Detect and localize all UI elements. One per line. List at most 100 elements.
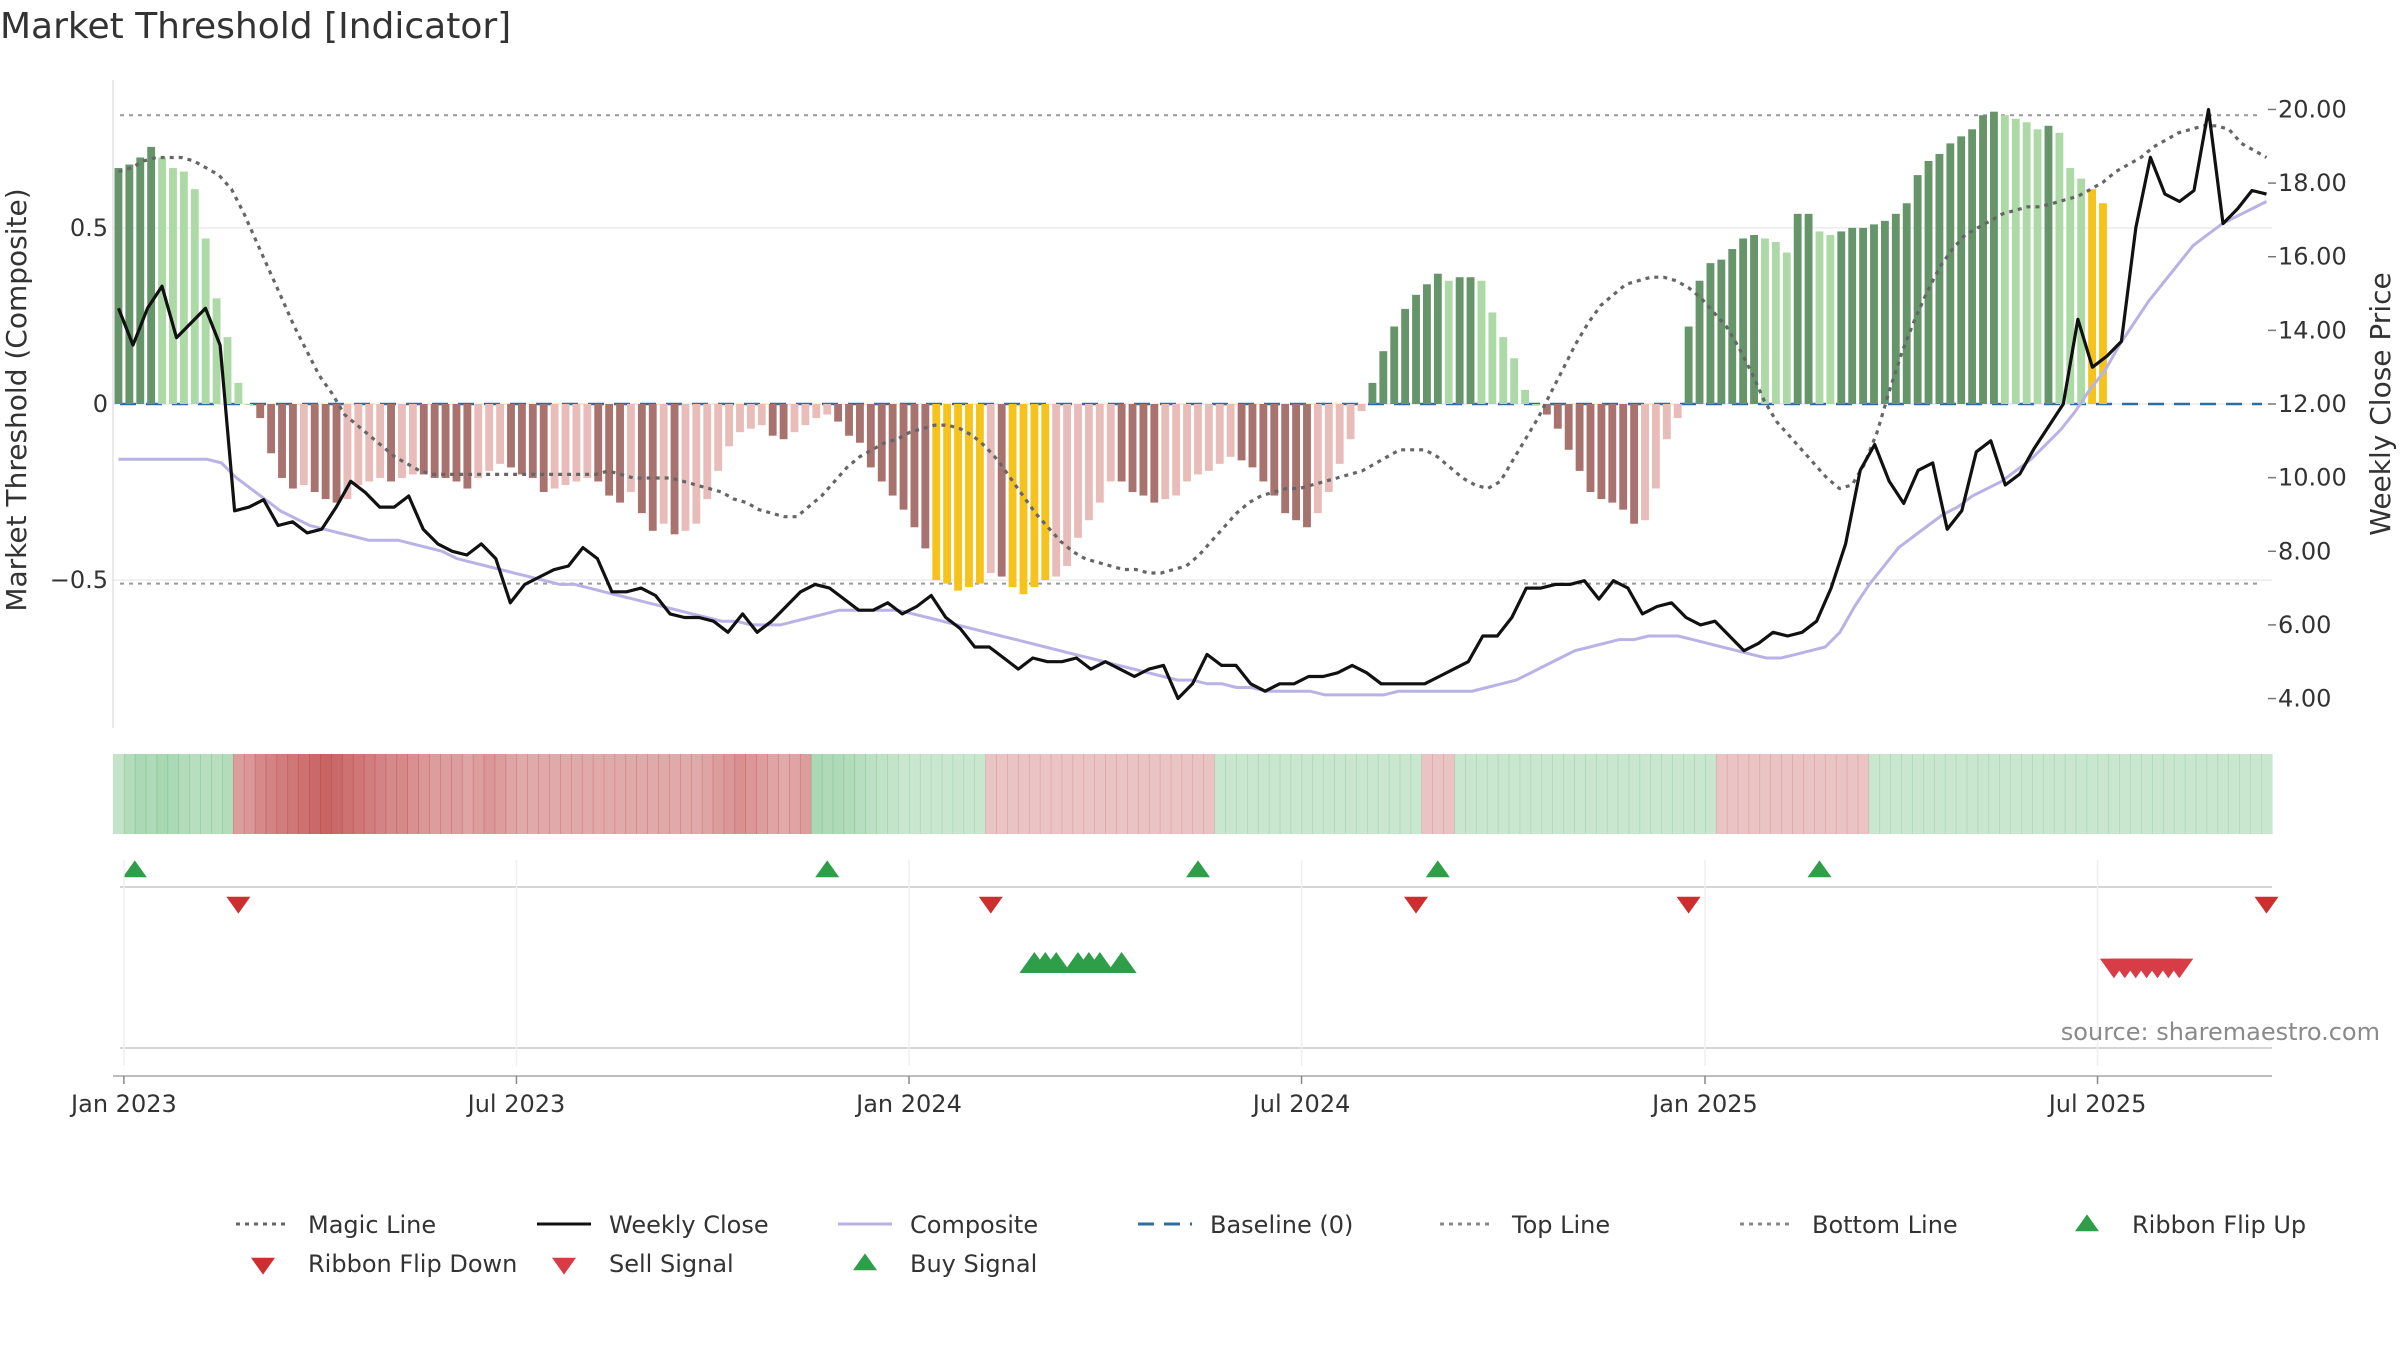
histogram-bar xyxy=(703,404,712,500)
histogram-bar xyxy=(899,404,908,510)
left-axis-title-group: Market Threshold (Composite) xyxy=(0,188,33,611)
ribbon-cell xyxy=(669,754,681,834)
ribbon-cell xyxy=(1116,754,1128,834)
ribbon-cell xyxy=(331,754,343,834)
y-tick-labels: 0.5 0 −0.5 4.00 6.00 8.00 10.00 12.00 14.00 16.00… xyxy=(50,95,2347,712)
ribbon-cell xyxy=(1028,754,1041,834)
ribbon-cell xyxy=(1018,754,1030,834)
ribbon-cell xyxy=(1476,754,1488,834)
legend-swatch xyxy=(552,1257,576,1275)
ribbon-cell xyxy=(1061,754,1074,834)
histogram-bar xyxy=(201,238,210,404)
histogram-bar xyxy=(1957,136,1966,404)
ribbon-cell xyxy=(952,754,965,834)
x-tick-label: Jan 2024 xyxy=(854,1090,962,1118)
histogram-bar xyxy=(757,404,766,426)
histogram-bar xyxy=(1782,252,1791,404)
ribbon-cell xyxy=(505,754,518,834)
legend-label: Baseline (0) xyxy=(1210,1211,1353,1239)
histogram-bar xyxy=(1859,227,1868,404)
histogram-bar xyxy=(790,404,799,433)
x-axis: Jan 2023 Jul 2023 Jan 2024 Jul 2024 Jan 2025… xyxy=(69,860,2272,1118)
ribbon-cell xyxy=(919,754,932,834)
right-y-tick-label: 20.00 xyxy=(2278,95,2347,123)
right-y-tick-label: 4.00 xyxy=(2278,685,2331,713)
ribbon-cell xyxy=(1247,754,1259,834)
histogram-bar xyxy=(1063,404,1072,566)
ribbon-cell xyxy=(1127,754,1139,834)
histogram-bar xyxy=(583,404,592,478)
ribbon-cell xyxy=(876,754,888,834)
legend-item: Buy Signal xyxy=(853,1250,1037,1278)
histogram-bar xyxy=(1030,404,1039,588)
ribbon-flip-up-marker xyxy=(1807,860,1832,878)
ribbon-cell xyxy=(1421,754,1433,834)
ribbon-flip-up-marker xyxy=(1425,860,1450,878)
histogram-bars xyxy=(114,111,2107,595)
histogram-bar xyxy=(1150,404,1159,503)
histogram-bar xyxy=(1815,231,1824,404)
ribbon-cell xyxy=(538,754,550,834)
ribbon-cell xyxy=(1585,754,1597,834)
series-lines xyxy=(117,107,2268,701)
histogram-bar xyxy=(485,404,494,471)
ribbon-cell xyxy=(1334,754,1346,834)
ribbon-cell xyxy=(1595,754,1608,834)
ribbon-cell xyxy=(1868,754,1881,834)
signal-markers xyxy=(1019,952,2194,979)
ribbon-cell xyxy=(167,754,180,834)
histogram-bar xyxy=(1761,238,1769,404)
histogram-bar xyxy=(1499,337,1508,404)
histogram-bar xyxy=(1041,404,1050,581)
legend-swatch xyxy=(853,1253,877,1271)
histogram-bar xyxy=(627,404,635,493)
ribbon-cell xyxy=(1759,754,1772,834)
ribbon-cell xyxy=(145,754,158,834)
x-tick-label: Jul 2023 xyxy=(466,1090,566,1118)
ribbon-cell xyxy=(1792,754,1804,834)
ribbon-cell xyxy=(1497,754,1510,834)
legend-item: Sell Signal xyxy=(552,1250,734,1278)
buy-signal-marker xyxy=(1084,952,1115,973)
ribbon-cell xyxy=(1748,754,1761,834)
ribbon-cell xyxy=(1301,754,1314,834)
ribbon-cell xyxy=(701,754,714,834)
composite-line xyxy=(118,200,2268,697)
histogram-bar xyxy=(1248,404,1257,468)
histogram-bar xyxy=(1346,404,1355,440)
ribbon-cell xyxy=(1454,754,1466,834)
ribbon-cell xyxy=(614,754,627,834)
ribbon-cell xyxy=(2097,754,2110,834)
histogram-bar xyxy=(681,404,690,531)
histogram-bar xyxy=(1488,312,1497,404)
histogram-bar xyxy=(1717,259,1726,404)
histogram-bar xyxy=(572,404,581,482)
ribbon-cell xyxy=(211,754,223,834)
ribbon-cell xyxy=(2206,754,2219,834)
ribbon-cell xyxy=(1159,754,1172,834)
ribbon-cell xyxy=(1148,754,1161,834)
histogram-bar xyxy=(1619,404,1628,510)
histogram-bar xyxy=(1826,234,1835,404)
ribbon-cell xyxy=(2173,754,2186,834)
histogram-bar xyxy=(1313,404,1322,514)
ribbon-cell xyxy=(2075,754,2088,834)
histogram-bar xyxy=(550,404,559,489)
ribbon-cell xyxy=(1094,754,1106,834)
ribbon-cell xyxy=(625,754,637,834)
legend-item: Ribbon Flip Up xyxy=(2075,1211,2306,1239)
ribbon-cell xyxy=(1323,754,1335,834)
histogram-bar xyxy=(136,157,145,404)
ribbon-cell xyxy=(2217,754,2229,834)
histogram-bar xyxy=(1532,404,1540,405)
histogram-bar xyxy=(921,404,930,549)
ribbon-cell xyxy=(429,754,441,834)
ribbon-cell xyxy=(1192,754,1205,834)
histogram-bar xyxy=(2011,118,2020,404)
histogram-bar xyxy=(714,404,723,471)
ribbon-cell xyxy=(854,754,866,834)
histogram-bar xyxy=(398,404,406,478)
histogram-bar xyxy=(1433,273,1442,404)
histogram-bar xyxy=(528,404,537,478)
legend-item: Bottom Line xyxy=(1740,1211,1958,1239)
